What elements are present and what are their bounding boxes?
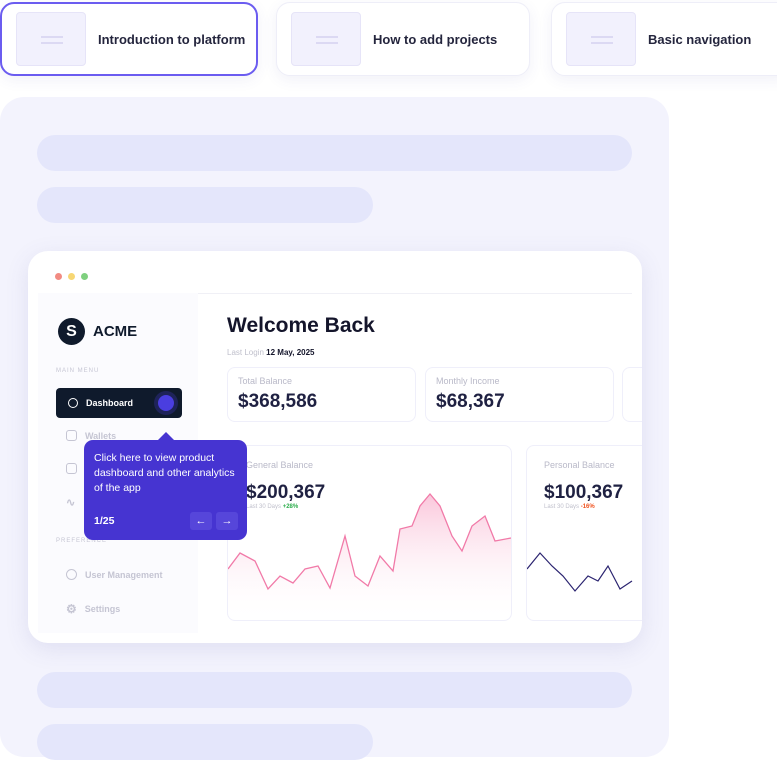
stat-card: [622, 367, 642, 422]
change-badge: -16%: [580, 504, 595, 510]
period: Last 30 Days +28%: [246, 504, 298, 510]
wallet-icon: [66, 430, 77, 441]
sidebar-item-user-management[interactable]: User Management: [66, 569, 163, 580]
placeholder-bar: [37, 724, 373, 760]
message-icon: [66, 463, 77, 474]
general-balance-sparkline: [228, 492, 511, 620]
tab-introduction[interactable]: Introduction to platform: [0, 2, 258, 76]
stat-card-monthly-income: Monthly Income $68,367: [425, 367, 614, 422]
gauge-icon: [68, 398, 78, 408]
stat-label: Total Balance: [238, 376, 293, 386]
thumbnail: [566, 12, 636, 66]
stat-card-total-balance: Total Balance $368,586: [227, 367, 416, 422]
arrow-left-icon: ←: [195, 515, 207, 527]
arrow-right-icon: →: [221, 515, 233, 527]
sidebar-item-settings[interactable]: ⚙ Settings: [66, 602, 120, 616]
gear-icon: ⚙: [66, 602, 77, 616]
sidebar-item-label: Settings: [84, 604, 121, 614]
thumbnail: [291, 12, 361, 66]
card-value: $100,367: [544, 482, 624, 503]
tab-basic-navigation[interactable]: Basic navigation: [551, 2, 777, 76]
card-value: $200,367: [246, 482, 326, 503]
period-label: Last 30 Days: [544, 504, 580, 510]
sidebar-item-label: Wallets: [85, 430, 117, 441]
tab-add-projects[interactable]: How to add projects: [276, 2, 530, 76]
stat-label: Monthly Income: [436, 376, 500, 386]
general-balance-card: General Balance $200,367 Last 30 Days +2…: [227, 445, 512, 621]
activity-icon: ∿: [66, 497, 76, 509]
tooltip-text: Click here to view product dashboard and…: [94, 452, 235, 494]
app-window: S ACME MAIN MENU Dashboard Wallets ∿ PRE…: [28, 251, 642, 643]
last-login-label: Last Login: [227, 348, 264, 357]
card-label: Personal Balance: [544, 460, 615, 470]
user-icon: [66, 569, 77, 580]
personal-balance-sparkline: [527, 552, 633, 592]
sparkline-line: [527, 552, 633, 592]
logo-icon: S: [58, 318, 85, 345]
sidebar-item-label: Dashboard: [86, 398, 134, 408]
next-button[interactable]: →: [216, 512, 238, 530]
sidebar-item-dashboard[interactable]: Dashboard: [56, 388, 182, 418]
step-counter: 1/25: [94, 515, 115, 527]
sidebar-item-activity[interactable]: ∿: [66, 496, 75, 509]
card-label: General Balance: [246, 460, 314, 470]
page-title: Welcome Back: [227, 314, 375, 337]
stat-value: $368,586: [238, 391, 318, 412]
dashboard-main: Welcome Back Last Login 12 May, 2025 Tot…: [198, 293, 642, 633]
sidebar-item-wallets[interactable]: Wallets: [66, 430, 116, 441]
period: Last 30 Days -16%: [544, 504, 595, 510]
tab-label: How to add projects: [373, 31, 498, 47]
period-label: Last 30 Days: [246, 504, 282, 510]
section-label: MAIN MENU: [56, 368, 100, 374]
personal-balance-card: Personal Balance $100,367 Last 30 Days -…: [526, 445, 642, 621]
thumbnail: [16, 12, 86, 66]
sparkline-area: [228, 494, 511, 620]
placeholder-bar: [37, 135, 632, 171]
tab-label: Introduction to platform: [98, 31, 246, 47]
window-controls: [55, 273, 88, 280]
last-login-date: 12 May, 2025: [266, 348, 315, 357]
prev-button[interactable]: ←: [190, 512, 212, 530]
sidebar-item-messages[interactable]: [66, 463, 77, 474]
sidebar-item-label: User Management: [85, 569, 163, 580]
placeholder-bar: [37, 672, 632, 708]
onboarding-tooltip: Click here to view product dashboard and…: [84, 432, 247, 540]
tab-label: Basic navigation: [648, 31, 752, 47]
change-badge: +28%: [282, 504, 299, 510]
stat-value: $68,367: [436, 391, 505, 412]
brand-name: ACME: [93, 323, 138, 340]
section-label: PREFERENCE: [56, 538, 108, 544]
placeholder-bar: [37, 187, 373, 223]
sparkline-line: [228, 492, 511, 591]
last-login: Last Login 12 May, 2025: [227, 348, 315, 357]
hotspot-beacon[interactable]: [158, 395, 174, 411]
logo: S ACME: [58, 318, 137, 345]
